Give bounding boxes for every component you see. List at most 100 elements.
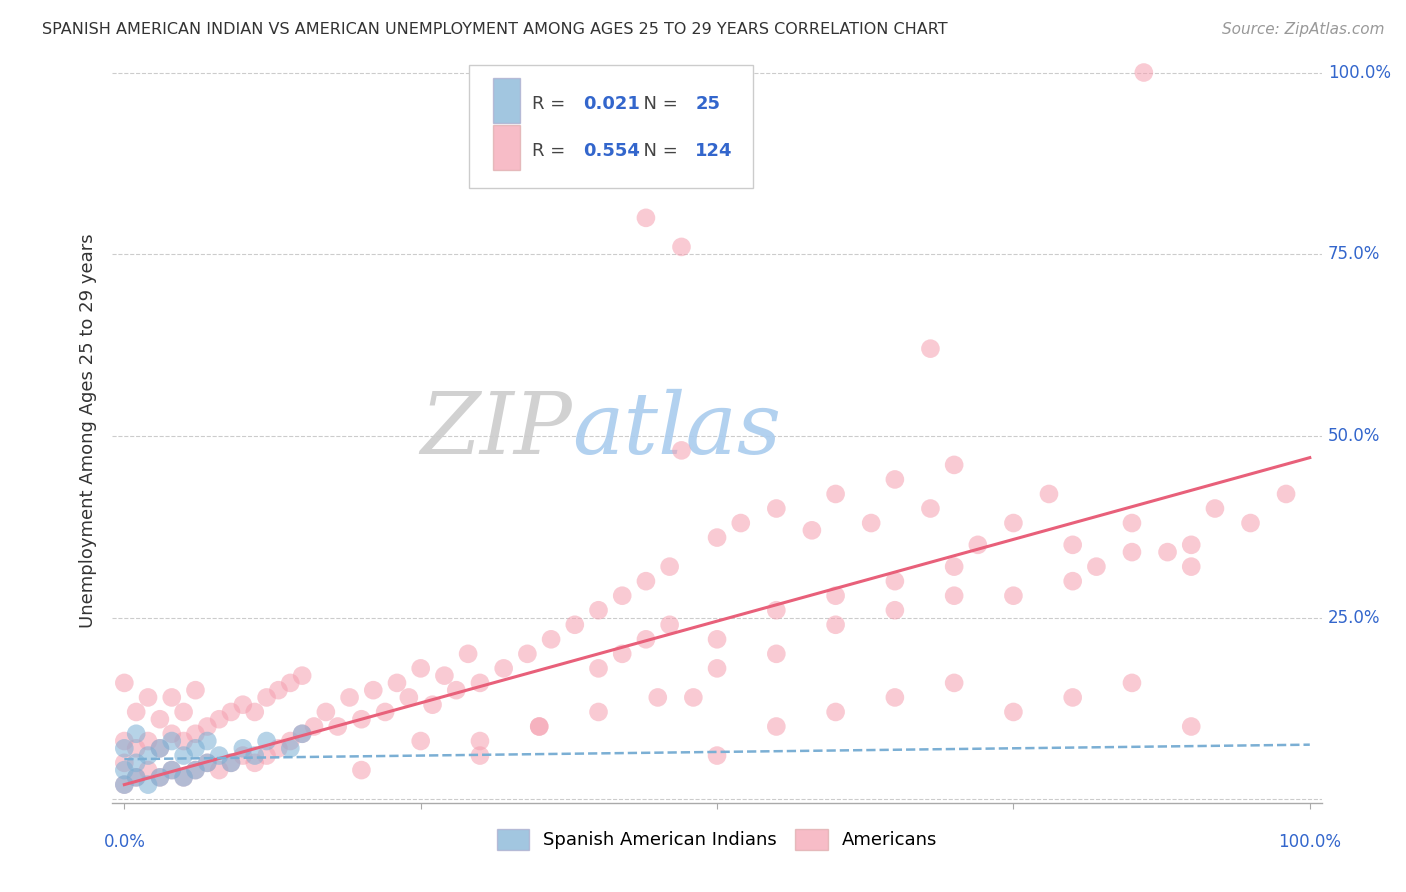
Text: N =: N = bbox=[633, 142, 683, 160]
Point bbox=[824, 589, 846, 603]
Point bbox=[1002, 589, 1025, 603]
Point bbox=[612, 647, 634, 661]
Point bbox=[125, 770, 148, 784]
Point bbox=[516, 647, 538, 661]
Point bbox=[232, 698, 254, 712]
Point bbox=[943, 458, 966, 472]
Point bbox=[1121, 676, 1143, 690]
Point bbox=[149, 770, 172, 784]
Point bbox=[883, 690, 905, 705]
FancyBboxPatch shape bbox=[470, 65, 754, 188]
Point bbox=[160, 763, 183, 777]
Point bbox=[800, 524, 823, 538]
Point bbox=[1204, 501, 1226, 516]
Point bbox=[278, 741, 301, 756]
Text: 0.0%: 0.0% bbox=[104, 832, 145, 851]
Point bbox=[1180, 559, 1202, 574]
Point bbox=[765, 501, 787, 516]
Point bbox=[706, 748, 728, 763]
Point bbox=[184, 727, 207, 741]
Point bbox=[634, 574, 657, 589]
Point bbox=[184, 763, 207, 777]
Point bbox=[1239, 516, 1261, 530]
Point bbox=[136, 763, 159, 777]
Point bbox=[195, 756, 218, 770]
Point bbox=[125, 741, 148, 756]
Point bbox=[529, 719, 551, 733]
Point bbox=[195, 719, 218, 733]
Point bbox=[966, 538, 988, 552]
Point bbox=[647, 690, 669, 705]
Point bbox=[256, 690, 278, 705]
FancyBboxPatch shape bbox=[494, 125, 520, 169]
Point bbox=[184, 683, 207, 698]
Point bbox=[1062, 574, 1084, 589]
Point bbox=[658, 617, 681, 632]
Text: atlas: atlas bbox=[572, 389, 782, 472]
Point bbox=[136, 778, 159, 792]
Point bbox=[256, 748, 278, 763]
Point bbox=[765, 603, 787, 617]
Point bbox=[1121, 516, 1143, 530]
Point bbox=[540, 632, 562, 647]
Point bbox=[278, 734, 301, 748]
Point bbox=[350, 712, 373, 726]
Point bbox=[765, 647, 787, 661]
Point bbox=[219, 756, 242, 770]
Point bbox=[706, 531, 728, 545]
Text: Source: ZipAtlas.com: Source: ZipAtlas.com bbox=[1222, 22, 1385, 37]
Point bbox=[291, 727, 314, 741]
Point bbox=[1062, 690, 1084, 705]
Point bbox=[173, 770, 195, 784]
Point bbox=[173, 770, 195, 784]
Point bbox=[658, 559, 681, 574]
Point bbox=[219, 756, 242, 770]
Point bbox=[765, 719, 787, 733]
Text: 100.0%: 100.0% bbox=[1278, 832, 1341, 851]
Point bbox=[468, 676, 491, 690]
Y-axis label: Unemployment Among Ages 25 to 29 years: Unemployment Among Ages 25 to 29 years bbox=[79, 233, 97, 628]
Point bbox=[136, 690, 159, 705]
Point bbox=[706, 632, 728, 647]
Point bbox=[374, 705, 396, 719]
Point bbox=[920, 501, 942, 516]
Point bbox=[243, 756, 266, 770]
Point bbox=[243, 748, 266, 763]
Point bbox=[160, 690, 183, 705]
Point bbox=[433, 668, 456, 682]
Point bbox=[588, 661, 610, 675]
Point bbox=[149, 770, 172, 784]
Point bbox=[588, 603, 610, 617]
FancyBboxPatch shape bbox=[494, 78, 520, 123]
Point bbox=[883, 603, 905, 617]
Point bbox=[149, 741, 172, 756]
Point bbox=[112, 676, 135, 690]
Text: 75.0%: 75.0% bbox=[1327, 245, 1381, 263]
Point bbox=[125, 770, 148, 784]
Point bbox=[326, 719, 349, 733]
Text: R =: R = bbox=[531, 142, 571, 160]
Point bbox=[1062, 538, 1084, 552]
Point bbox=[398, 690, 420, 705]
Text: SPANISH AMERICAN INDIAN VS AMERICAN UNEMPLOYMENT AMONG AGES 25 TO 29 YEARS CORRE: SPANISH AMERICAN INDIAN VS AMERICAN UNEM… bbox=[42, 22, 948, 37]
Point bbox=[943, 589, 966, 603]
Point bbox=[208, 748, 231, 763]
Point bbox=[160, 727, 183, 741]
Point bbox=[409, 734, 432, 748]
Point bbox=[232, 741, 254, 756]
Point bbox=[564, 617, 586, 632]
Point bbox=[232, 748, 254, 763]
Point bbox=[125, 756, 148, 770]
Text: 25: 25 bbox=[696, 95, 720, 113]
Point bbox=[302, 719, 325, 733]
Point bbox=[529, 719, 551, 733]
Point bbox=[243, 705, 266, 719]
Point bbox=[824, 487, 846, 501]
Point bbox=[1180, 538, 1202, 552]
Point bbox=[112, 763, 135, 777]
Text: R =: R = bbox=[531, 95, 571, 113]
Point bbox=[612, 589, 634, 603]
Point bbox=[1038, 487, 1060, 501]
Point bbox=[1275, 487, 1298, 501]
Point bbox=[883, 472, 905, 486]
